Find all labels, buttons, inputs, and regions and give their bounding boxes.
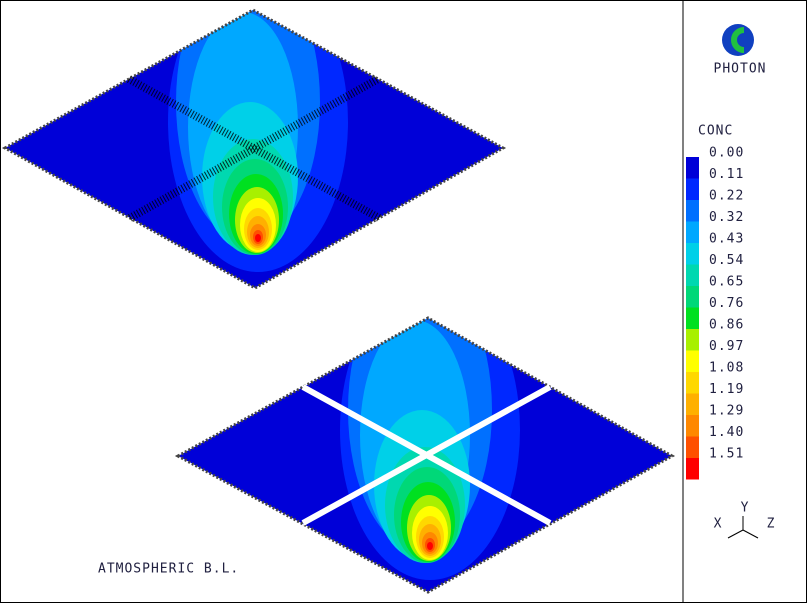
legend-swatch: [686, 200, 699, 222]
legend-swatch: [686, 221, 699, 243]
logo-text: PHOTON: [714, 62, 767, 77]
bottom-plate-edge: [174, 316, 676, 594]
axis-arrow: [742, 529, 759, 539]
legend-label: 0.97: [709, 339, 744, 354]
axis-label: X: [714, 517, 723, 532]
legend-swatch: [686, 415, 699, 437]
legend-label: 1.19: [709, 382, 744, 397]
legend-swatch: [686, 264, 699, 286]
legend-label: 0.00: [709, 146, 744, 161]
legend-swatch: [686, 157, 699, 179]
legend-label: 0.32: [709, 210, 744, 225]
legend-title: CONC: [698, 124, 733, 139]
legend-label: 0.22: [709, 189, 744, 204]
legend: 0.00 0.11 0.22 0.32 0.43 0.54 0.65 0.76 0.86 0.97…: [686, 146, 744, 480]
legend-label: 1.29: [709, 404, 744, 419]
legend-swatch: [686, 307, 699, 329]
top-plate-edge: [1, 8, 507, 290]
legend-label: 1.51: [709, 447, 744, 462]
legend-label: 0.11: [709, 167, 744, 182]
legend-swatch: [686, 350, 699, 372]
legend-swatch: [686, 458, 699, 480]
legend-label: 0.86: [709, 318, 744, 333]
axis-arrow: [727, 529, 744, 539]
legend-label: 0.65: [709, 275, 744, 290]
legend-swatch: [686, 178, 699, 200]
legend-swatch: [686, 436, 699, 458]
legend-label: 1.08: [709, 361, 744, 376]
logo-icon: [722, 24, 754, 56]
legend-swatch: [686, 286, 699, 308]
grid-gap: [301, 384, 552, 526]
axis-label: Y: [741, 501, 750, 516]
bottom-plot: [178, 318, 672, 592]
legend-swatch: [686, 243, 699, 265]
legend-swatch: [686, 329, 699, 351]
legend-label: 0.54: [709, 253, 744, 268]
legend-swatch: [686, 393, 699, 415]
legend-swatch: [686, 372, 699, 394]
caption: ATMOSPHERIC B.L.: [98, 562, 239, 577]
legend-label: 1.40: [709, 425, 744, 440]
legend-label: 0.43: [709, 232, 744, 247]
legend-label: 0.76: [709, 296, 744, 311]
axis-label: Z: [767, 517, 776, 532]
logo-icon: [731, 27, 745, 53]
